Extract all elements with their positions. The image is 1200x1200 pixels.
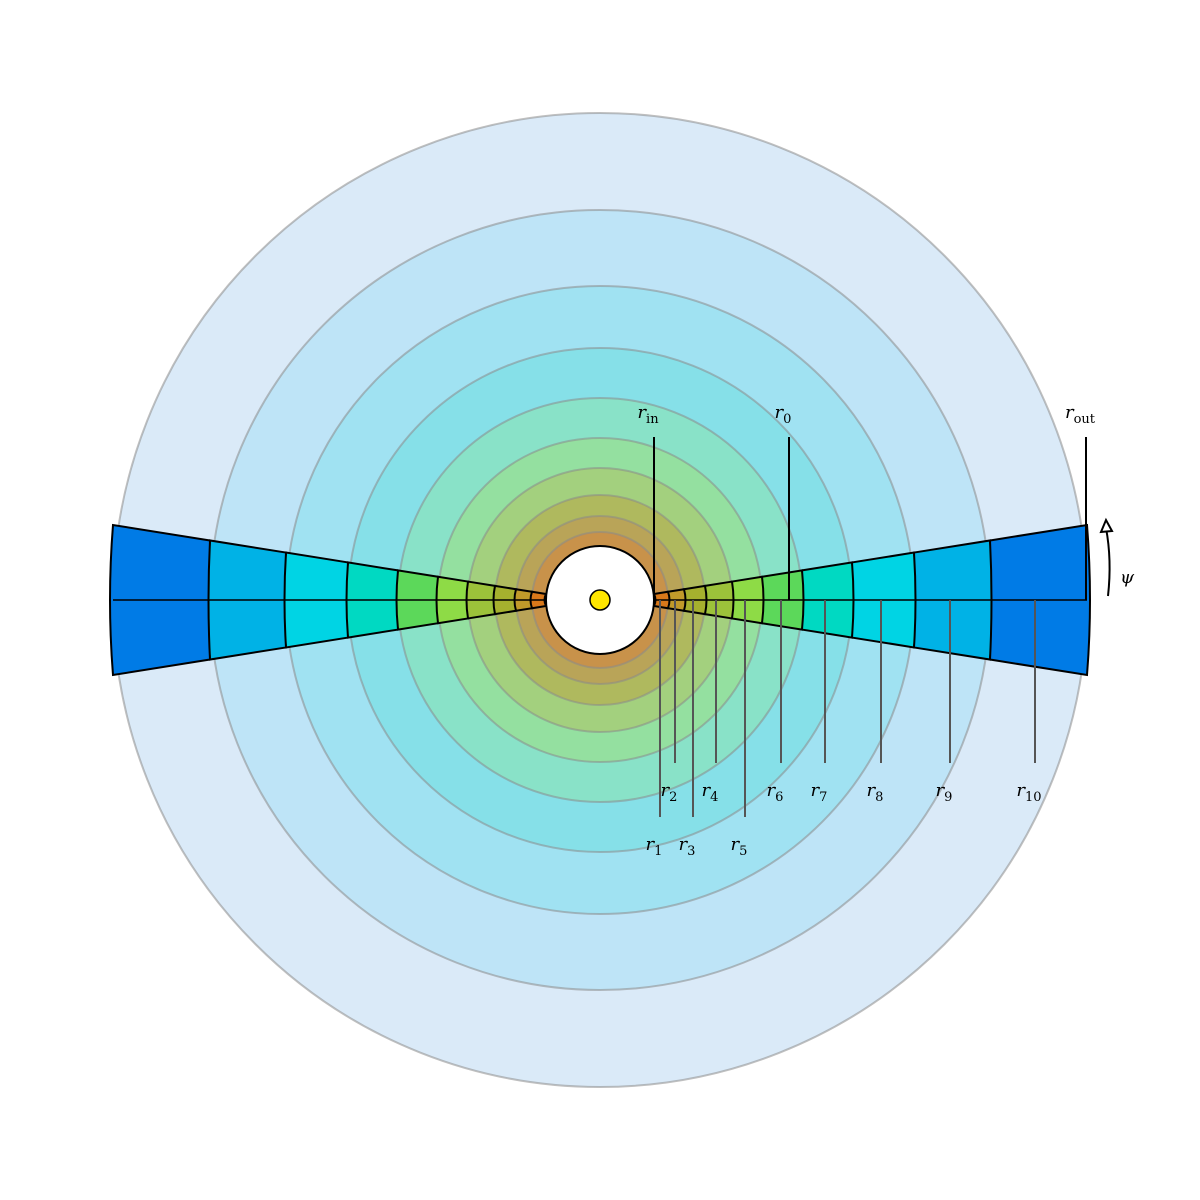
label-r5: r5 (731, 834, 748, 859)
label-subscript: 1 (654, 844, 662, 859)
label-symbol: r (637, 402, 647, 423)
label-symbol: r (936, 780, 946, 801)
label-subscript: 8 (875, 790, 883, 805)
label-r3: r3 (679, 834, 696, 859)
label-symbol: r (1065, 402, 1075, 423)
angle-annotation: ψ (1099, 517, 1135, 597)
label-subscript: 4 (710, 790, 718, 805)
label-symbol: r (679, 834, 689, 855)
label-subscript: 3 (687, 844, 695, 859)
label-rin: rin (637, 402, 659, 427)
label-symbol: r (767, 780, 777, 801)
label-symbol: r (646, 834, 656, 855)
label-rout: rout (1065, 402, 1096, 427)
wedge-group (109, 523, 1091, 677)
label-subscript: 5 (739, 844, 747, 859)
label-subscript: 6 (775, 790, 783, 805)
label-r2: r2 (661, 780, 678, 805)
label-subscript: 0 (783, 412, 791, 427)
star-icon (589, 589, 611, 611)
psi-arrow-icon (1099, 517, 1114, 534)
label-r1: r1 (646, 834, 663, 859)
label-r9: r9 (936, 780, 953, 805)
label-symbol: r (867, 780, 877, 801)
label-subscript: 2 (669, 790, 677, 805)
label-symbol: r (702, 780, 712, 801)
label-r4: r4 (702, 780, 719, 805)
label-r10: r10 (1016, 780, 1041, 805)
psi-label: ψ (1120, 567, 1135, 588)
label-symbol: r (811, 780, 821, 801)
label-subscript: 7 (819, 790, 827, 805)
label-symbol: r (1016, 780, 1026, 801)
label-subscript: in (646, 412, 659, 427)
label-subscript: 10 (1025, 790, 1042, 805)
label-subscript: out (1074, 412, 1096, 427)
radius-ticks-group (653, 437, 1087, 817)
label-r0: r0 (775, 402, 792, 427)
label-symbol: r (661, 780, 671, 801)
label-symbol: r (731, 834, 741, 855)
label-subscript: 9 (944, 790, 952, 805)
label-symbol: r (775, 402, 785, 423)
label-r6: r6 (767, 780, 784, 805)
label-r8: r8 (867, 780, 884, 805)
label-r7: r7 (811, 780, 828, 805)
psi-arc (1105, 527, 1111, 597)
